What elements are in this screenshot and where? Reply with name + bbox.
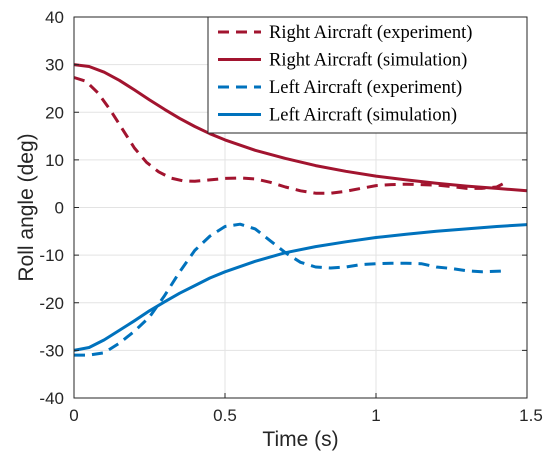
legend-label: Right Aircraft (experiment) [269, 23, 472, 43]
y-tick-label: -40 [39, 389, 64, 408]
y-tick-label: -30 [39, 341, 64, 360]
plot-lines [73, 63, 528, 357]
x-axis-ticks: 0 0.5 1 1.5 [69, 17, 543, 425]
legend-box [207, 16, 528, 134]
series-line-right-aircraft-simulation [73, 63, 528, 193]
x-tick-label: 1.5 [519, 406, 543, 425]
y-tick-label: 10 [45, 151, 64, 170]
legend-label: Right Aircraft (simulation) [269, 51, 467, 71]
x-tick-label: 1 [371, 406, 380, 425]
y-tick-label: 40 [45, 8, 64, 27]
y-axis-ticks: -40 -30 -20 -10 0 10 20 30 40 [39, 8, 527, 408]
legend-label: Left Aircraft (experiment) [269, 78, 462, 98]
x-axis-label: Time (s) [262, 428, 338, 451]
y-tick-label: 0 [55, 199, 64, 218]
y-tick-label: -20 [39, 294, 64, 313]
y-tick-label: 30 [45, 56, 64, 75]
y-tick-label: -10 [39, 246, 64, 265]
series-line-left-aircraft-experiment [74, 222, 506, 357]
series-line-right-aircraft-experiment [73, 76, 507, 195]
legend: Right Aircraft (experiment) Right Aircraf… [207, 16, 528, 134]
x-tick-label: 0 [69, 406, 78, 425]
legend-label: Left Aircraft (simulation) [269, 106, 457, 126]
x-tick-label: 0.5 [213, 406, 237, 425]
y-tick-label: 20 [45, 103, 64, 122]
y-axis-label: Roll angle (deg) [15, 133, 38, 281]
series-line-left-aircraft-simulation [73, 223, 528, 352]
